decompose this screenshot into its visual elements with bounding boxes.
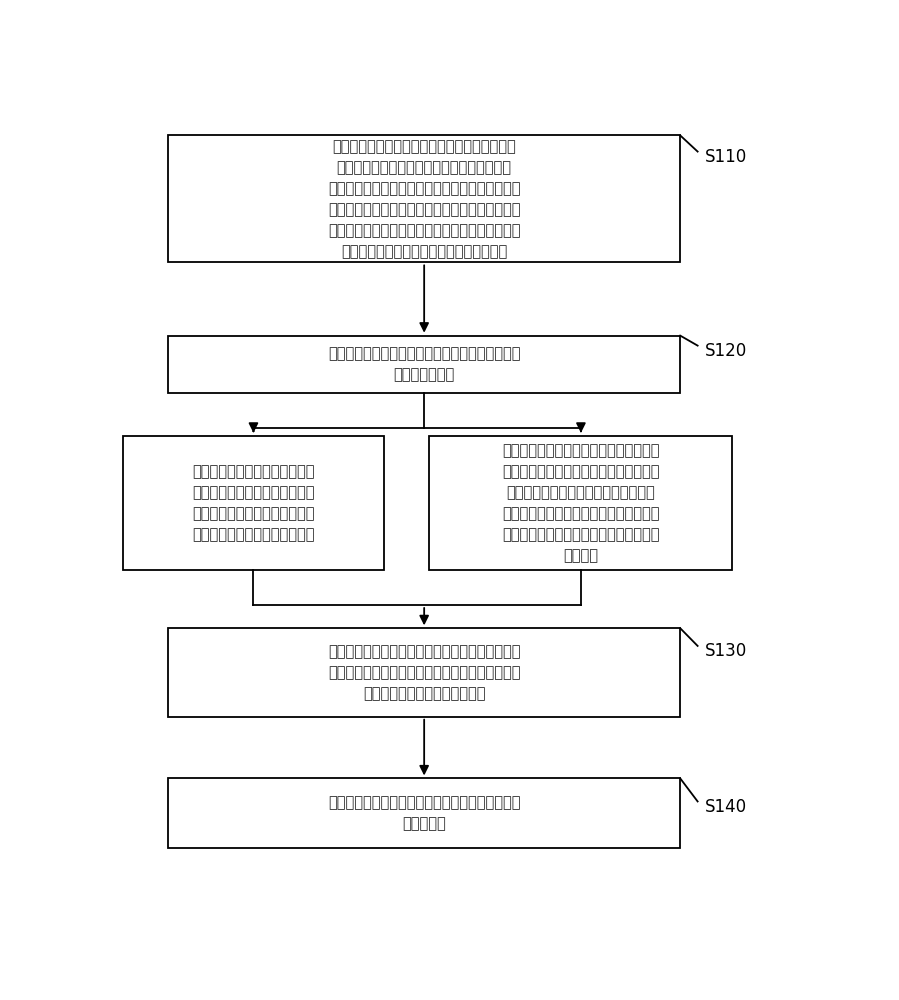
Bar xyxy=(430,436,733,570)
Bar xyxy=(123,436,384,570)
Text: 将所述请求翻钢的连铸坯数量与所述聚拢区所需连
铸坯数量相比较: 将所述请求翻钢的连铸坯数量与所述聚拢区所需连 铸坯数量相比较 xyxy=(328,346,521,382)
Bar xyxy=(168,135,681,262)
Bar xyxy=(168,628,681,717)
Text: 若请求翻钢的连铸坯数量大于聚拢区所需
连铸坯的数量，则将各流的待翻钢连铸坯
根据驻留时间进行排序，执行驻留时间
符合排序规则的翻钢请求，至连铸坯翻钢
数量等于聚: 若请求翻钢的连铸坯数量大于聚拢区所需 连铸坯的数量，则将各流的待翻钢连铸坯 根据… xyxy=(503,443,660,563)
Bar xyxy=(168,778,681,848)
Text: S110: S110 xyxy=(705,148,747,166)
Text: S130: S130 xyxy=(705,642,747,660)
Text: S120: S120 xyxy=(705,342,747,360)
Text: 移坯设备的推头下降到推坯高度，随着移坯设备自
翻钢执行区移动至聚拢区，移坯设备推头将轨道上
的连铸坯聚拢至聚拢区指定位置: 移坯设备的推头下降到推坯高度，随着移坯设备自 翻钢执行区移动至聚拢区，移坯设备推… xyxy=(328,644,521,701)
Text: 移坯设备自聚拢区返回翻钢请求区待命，等待下一
个翻钢循环: 移坯设备自聚拢区返回翻钢请求区待命，等待下一 个翻钢循环 xyxy=(328,795,521,831)
Text: S140: S140 xyxy=(705,798,747,816)
Text: 当移坯设备处于翻钢机请求区和聚拢区时，或当
移坯设备处于翻钢执行区，且移坯设备的推头
处在上升位时，激活翻钢机的翻钢请求；获取聚拢
区所需连铸坯的数量，并根据所: 当移坯设备处于翻钢机请求区和聚拢区时，或当 移坯设备处于翻钢执行区，且移坯设备的… xyxy=(328,139,521,259)
Text: 若请求翻钢的连铸坯数量小于或
等于聚拢区所需连铸坯的数量，
则，将所述请求翻钢的连铸坯执
行自出坯辊道至轨道的翻钢动作: 若请求翻钢的连铸坯数量小于或 等于聚拢区所需连铸坯的数量， 则，将所述请求翻钢的… xyxy=(192,464,315,542)
Bar xyxy=(168,336,681,393)
